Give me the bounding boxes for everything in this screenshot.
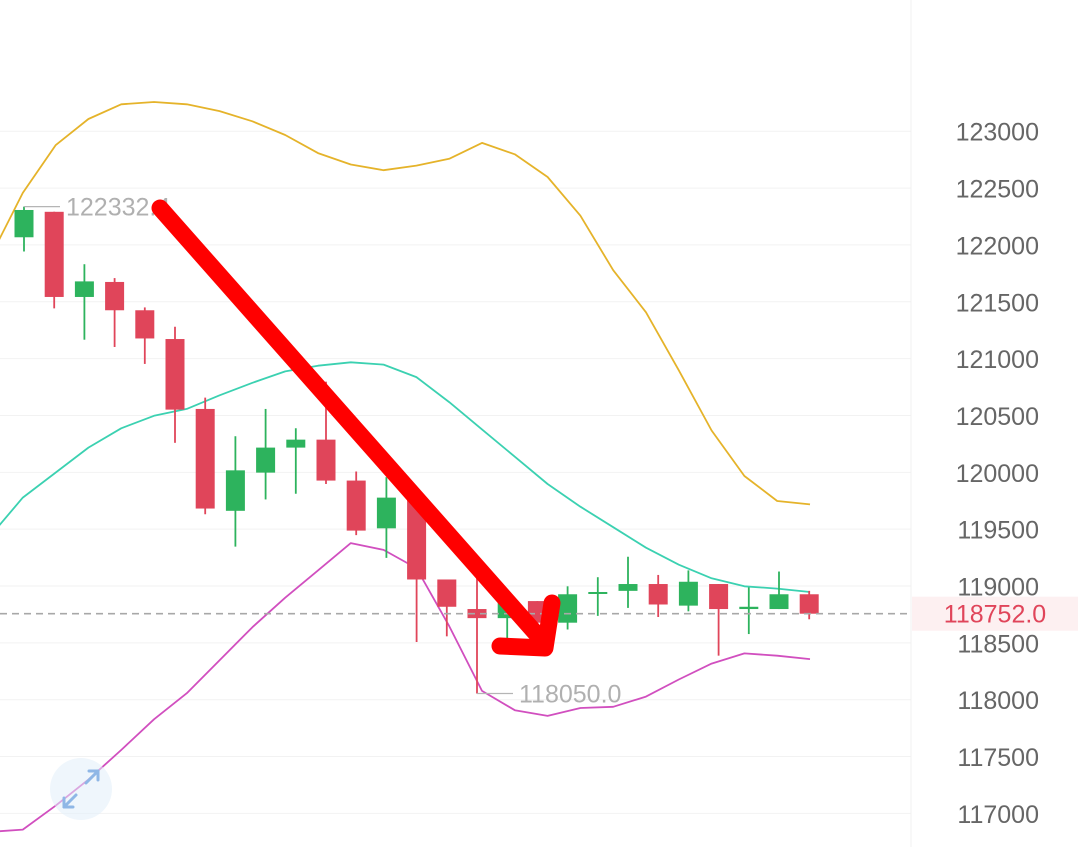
- bollinger-bands: [0, 101, 811, 833]
- lower-band-line: [0, 542, 811, 833]
- current-price-label-bg: [912, 596, 1078, 631]
- y-tick-label: 119500: [957, 517, 1039, 545]
- candle-body: [135, 310, 155, 339]
- candle: [286, 428, 306, 494]
- candle-body: [195, 408, 215, 509]
- candle-body: [286, 439, 306, 448]
- candles: [14, 206, 819, 694]
- candle-body: [256, 447, 276, 473]
- candle: [799, 590, 819, 620]
- grid-lines: [0, 130, 911, 814]
- low-annotation: 118050.0: [519, 681, 621, 709]
- candle: [648, 574, 668, 618]
- y-tick-label: 120500: [956, 403, 1039, 431]
- candle-body: [105, 281, 125, 311]
- candle-body: [346, 480, 366, 531]
- candle-body: [225, 470, 245, 511]
- candle: [709, 584, 729, 656]
- current-price-label: 118752.0: [944, 601, 1046, 629]
- candle: [588, 577, 608, 616]
- candle-body: [618, 584, 638, 591]
- y-tick-label: 123000: [956, 119, 1039, 147]
- y-tick-label: 121000: [956, 346, 1039, 374]
- candle-body: [14, 209, 34, 238]
- candle-body: [558, 594, 578, 623]
- candle: [135, 307, 155, 364]
- candle-body: [678, 581, 698, 606]
- y-tick-label: 122000: [956, 232, 1039, 260]
- y-tick-label: 117500: [957, 744, 1039, 772]
- candle-body: [437, 579, 457, 607]
- y-tick-label: 120000: [956, 460, 1039, 488]
- candle: [407, 497, 427, 643]
- trend-arrow-head: [491, 594, 561, 657]
- candle: [74, 264, 94, 340]
- candle: [165, 326, 185, 443]
- candle-body: [799, 594, 819, 614]
- middle-band-line: [0, 361, 811, 593]
- candle-body: [739, 606, 759, 610]
- candle-body: [165, 339, 185, 410]
- candle-body: [769, 594, 789, 610]
- y-tick-label: 118500: [957, 630, 1039, 658]
- candle-body: [588, 591, 608, 594]
- trend-arrow: [151, 199, 561, 657]
- expand-icon: [62, 769, 100, 809]
- candle-body: [467, 609, 487, 619]
- candle-body: [648, 584, 668, 605]
- candle: [467, 568, 487, 694]
- y-axis: 123000 122500 122000 121500 121000 120500 1200…: [956, 119, 1039, 829]
- candle: [105, 278, 125, 347]
- candle-body: [316, 439, 336, 481]
- candle: [437, 579, 457, 637]
- candle: [618, 556, 638, 608]
- candle-body: [44, 211, 64, 297]
- y-tick-label: 121500: [956, 289, 1039, 317]
- y-tick-label: 118000: [957, 687, 1039, 715]
- candle-body: [407, 497, 427, 580]
- y-tick-label: 117000: [957, 801, 1039, 829]
- upper-band-line: [0, 101, 811, 506]
- trend-arrow-shaft: [151, 199, 549, 647]
- candle: [739, 587, 759, 635]
- candle: [256, 408, 276, 500]
- candle: [769, 571, 789, 610]
- expand-button[interactable]: [50, 758, 112, 820]
- candle: [14, 206, 34, 252]
- candle-body: [74, 281, 94, 297]
- candle-body: [709, 584, 729, 610]
- candle: [195, 397, 215, 515]
- candle: [558, 586, 578, 630]
- candle-body: [376, 497, 396, 529]
- candle: [346, 471, 366, 536]
- candle: [678, 570, 698, 612]
- candle: [44, 211, 64, 309]
- candle: [225, 436, 245, 547]
- candle: [376, 477, 396, 558]
- current-price-marker: 118752.0: [0, 596, 1078, 631]
- y-tick-label: 122500: [956, 176, 1039, 204]
